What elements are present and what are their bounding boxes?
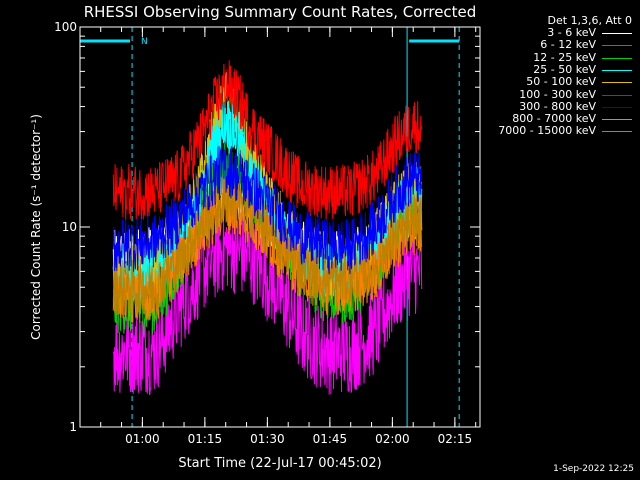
legend-item: 12 - 25 keV bbox=[470, 50, 638, 64]
night-flag-label: N bbox=[141, 37, 148, 47]
legend-swatch bbox=[602, 119, 632, 121]
x-tick-label-0: 01:00 bbox=[125, 432, 160, 446]
legend-swatch bbox=[602, 57, 632, 59]
x-tick-label-1: 01:15 bbox=[188, 432, 223, 446]
y-axis-label: Corrected Count Rate (s⁻¹ detector⁻¹) bbox=[29, 114, 43, 340]
y-tick-label-2: 100 bbox=[54, 20, 77, 34]
legend-swatch bbox=[602, 131, 632, 133]
legend-label: 300 - 800 keV bbox=[519, 99, 596, 113]
legend-label: 50 - 100 keV bbox=[526, 75, 596, 89]
x-tick-label-5: 02:15 bbox=[438, 432, 473, 446]
legend-item: 6 - 12 keV bbox=[470, 38, 638, 52]
legend-label: 7000 - 15000 keV bbox=[498, 124, 596, 138]
y-tick-label-0: 1 bbox=[69, 420, 77, 434]
legend-item: 800 - 7000 keV bbox=[470, 112, 638, 126]
x-tick-label-3: 01:45 bbox=[313, 432, 348, 446]
legend-swatch bbox=[602, 45, 632, 47]
axis-ticks: 01:00 01:15 01:30 01:45 02:00 02:15 1 10 100 bbox=[54, 20, 480, 446]
x-tick-label-2: 01:30 bbox=[250, 432, 285, 446]
x-tick-label-4: 02:00 bbox=[375, 432, 410, 446]
legend-item: 100 - 300 keV bbox=[470, 87, 638, 101]
legend-swatch bbox=[602, 69, 632, 71]
legend-swatch bbox=[602, 33, 632, 34]
legend-swatch bbox=[602, 82, 632, 84]
legend-item: 300 - 800 keV bbox=[470, 99, 638, 113]
x-axis-label: Start Time (22-Jul-17 00:45:02) bbox=[178, 456, 381, 471]
legend-label: 100 - 300 keV bbox=[519, 87, 596, 101]
legend-label: 800 - 7000 keV bbox=[512, 112, 596, 126]
y-tick-label-1: 10 bbox=[62, 220, 77, 234]
legend-label: 3 - 6 keV bbox=[547, 26, 596, 39]
series-line-5 bbox=[112, 60, 423, 220]
series-layer bbox=[112, 60, 423, 396]
legend-label: 6 - 12 keV bbox=[540, 38, 596, 52]
series-line-1 bbox=[112, 207, 423, 396]
legend-item: 25 - 50 keV bbox=[470, 62, 638, 76]
footer-date: 1-Sep-2022 12:25 bbox=[553, 464, 634, 474]
legend-swatch bbox=[602, 94, 632, 96]
legend-item: 3 - 6 keV bbox=[470, 26, 638, 39]
legend-header: Det 1,3,6, Att 0 bbox=[547, 14, 632, 27]
chart-title: RHESSI Observing Summary Count Rates, Co… bbox=[84, 3, 477, 21]
legend-item: 50 - 100 keV bbox=[470, 75, 638, 89]
series-line-8 bbox=[112, 175, 423, 316]
legend-item: 7000 - 15000 keV bbox=[470, 125, 638, 137]
legend-swatch bbox=[602, 106, 632, 108]
legend-label: 12 - 25 keV bbox=[533, 50, 596, 64]
legend-label: 25 - 50 keV bbox=[533, 62, 596, 76]
series-line-6 bbox=[112, 143, 423, 275]
